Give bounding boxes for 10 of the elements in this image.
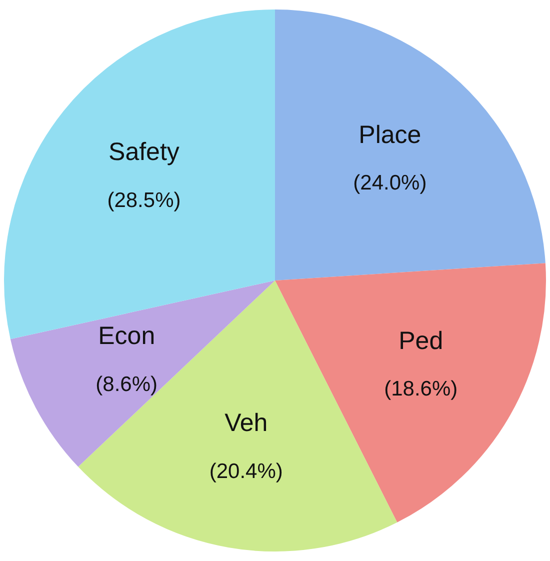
data-label: (24.0%) <box>353 172 427 195</box>
slice-label: Place <box>358 120 422 149</box>
data-label: (28.5%) <box>107 189 181 212</box>
slice-label: Safety <box>108 138 180 166</box>
slice-label: Ped <box>398 326 444 355</box>
slice-label: Veh <box>224 408 268 437</box>
slice-label: Econ <box>98 322 156 350</box>
data-label: (20.4%) <box>209 460 283 483</box>
data-label: (8.6%) <box>96 373 158 396</box>
data-label: (18.6%) <box>384 378 458 401</box>
